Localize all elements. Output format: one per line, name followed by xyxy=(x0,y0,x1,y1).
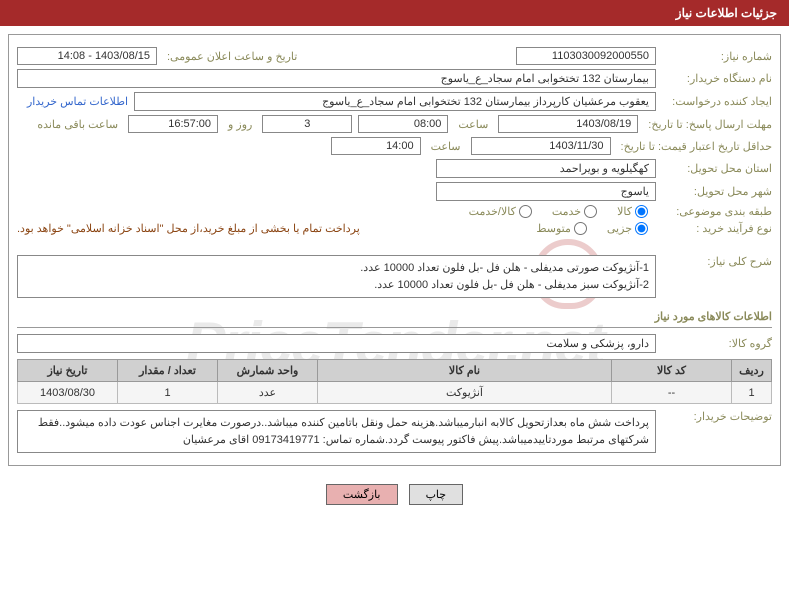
delivery-province-label: استان محل تحویل: xyxy=(662,162,772,175)
price-validity-label: حداقل تاریخ اعتبار قیمت: تا تاریخ: xyxy=(617,140,772,153)
page-header: جزئیات اطلاعات نیاز xyxy=(0,0,789,26)
row-general-desc: شرح کلی نیاز: 1-آنژیوکت صورتی مدیفلی - ه… xyxy=(17,255,772,298)
form-container: PriceTender.net شماره نیاز: 110303009200… xyxy=(8,34,781,466)
days-suffix: روز و xyxy=(224,118,256,131)
cell-qty: 1 xyxy=(118,382,218,404)
delivery-city-label: شهر محل تحویل: xyxy=(662,185,772,198)
radio-goods[interactable] xyxy=(635,205,648,218)
general-desc-value: 1-آنژیوکت صورتی مدیفلی - هلن فل -بل فلون… xyxy=(17,255,656,298)
buyer-device-label: نام دستگاه خریدار: xyxy=(662,72,772,85)
remaining-suffix: ساعت باقی مانده xyxy=(33,118,122,131)
response-deadline-label: مهلت ارسال پاسخ: تا تاریخ: xyxy=(644,118,772,131)
buyer-notes-label: توضیحات خریدار: xyxy=(662,410,772,423)
th-date: تاریخ نیاز xyxy=(18,360,118,382)
purchase-process-radio-group: جزیی متوسط xyxy=(528,222,656,235)
response-remaining-time: 16:57:00 xyxy=(128,115,218,133)
radio-minor[interactable] xyxy=(635,222,648,235)
response-time-label: ساعت xyxy=(454,118,492,131)
process-option-minor[interactable]: جزیی xyxy=(599,222,656,235)
row-delivery-province: استان محل تحویل: کهگیلویه و بویراحمد xyxy=(17,159,772,178)
table-row: 1 -- آنژیوکت عدد 1 1403/08/30 xyxy=(18,382,772,404)
back-button[interactable]: بازگشت xyxy=(326,484,398,505)
price-validity-time-label: ساعت xyxy=(427,140,465,153)
buyer-notes-value: پرداخت شش ماه بعدازتحویل کالابه انبارمیب… xyxy=(17,410,656,453)
goods-group-label: گروه کالا: xyxy=(662,337,772,350)
cell-name: آنژیوکت xyxy=(318,382,612,404)
page-title: جزئیات اطلاعات نیاز xyxy=(676,6,777,20)
category-option-service[interactable]: خدمت xyxy=(544,205,605,218)
button-row: چاپ بازگشت xyxy=(0,474,789,509)
category-option-both[interactable]: کالا/خدمت xyxy=(461,205,540,218)
response-deadline-time: 08:00 xyxy=(358,115,448,133)
buyer-device-value: بیمارستان 132 تختخوابی امام سجاد_ع_یاسوج xyxy=(17,69,656,88)
row-delivery-city: شهر محل تحویل: یاسوج xyxy=(17,182,772,201)
cell-unit: عدد xyxy=(218,382,318,404)
goods-table: ردیف کد کالا نام کالا واحد شمارش تعداد /… xyxy=(17,359,772,404)
row-category: طبقه بندی موضوعی: کالا خدمت کالا/خدمت xyxy=(17,205,772,218)
process-option-medium[interactable]: متوسط xyxy=(528,222,595,235)
request-creator-label: ایجاد کننده درخواست: xyxy=(662,95,772,108)
row-price-validity: حداقل تاریخ اعتبار قیمت: تا تاریخ: 1403/… xyxy=(17,137,772,155)
general-desc-label: شرح کلی نیاز: xyxy=(662,255,772,268)
table-header-row: ردیف کد کالا نام کالا واحد شمارش تعداد /… xyxy=(18,360,772,382)
row-buyer-notes: توضیحات خریدار: پرداخت شش ماه بعدازتحویل… xyxy=(17,410,772,453)
price-validity-time: 14:00 xyxy=(331,137,421,155)
th-unit: واحد شمارش xyxy=(218,360,318,382)
row-purchase-process: نوع فرآیند خرید : جزیی متوسط پرداخت تمام… xyxy=(17,222,772,235)
goods-section-title: اطلاعات کالاهای مورد نیاز xyxy=(17,306,772,328)
announce-datetime-label: تاریخ و ساعت اعلان عمومی: xyxy=(163,50,297,63)
request-creator-value: یعقوب مرعشیان کارپرداز بیمارستان 132 تخت… xyxy=(134,92,656,111)
buyer-contact-link[interactable]: اطلاعات تماس خریدار xyxy=(27,95,128,108)
th-code: کد کالا xyxy=(612,360,732,382)
need-number-label: شماره نیاز: xyxy=(662,50,772,63)
row-request-creator: ایجاد کننده درخواست: یعقوب مرعشیان کارپر… xyxy=(17,92,772,111)
price-validity-date: 1403/11/30 xyxy=(471,137,611,155)
cell-date: 1403/08/30 xyxy=(18,382,118,404)
category-label: طبقه بندی موضوعی: xyxy=(662,205,772,218)
row-need-number: شماره نیاز: 1103030092000550 تاریخ و ساع… xyxy=(17,47,772,65)
cell-row-num: 1 xyxy=(732,382,772,404)
response-deadline-days: 3 xyxy=(262,115,352,133)
category-option-goods[interactable]: کالا xyxy=(609,205,656,218)
need-number-value: 1103030092000550 xyxy=(516,47,656,65)
goods-group-value: دارو، پزشکی و سلامت xyxy=(17,334,656,353)
purchase-process-label: نوع فرآیند خرید : xyxy=(662,222,772,235)
print-button[interactable]: چاپ xyxy=(409,484,464,505)
radio-service[interactable] xyxy=(584,205,597,218)
cell-code: -- xyxy=(612,382,732,404)
announce-datetime-value: 1403/08/15 - 14:08 xyxy=(17,47,157,65)
row-buyer-device: نام دستگاه خریدار: بیمارستان 132 تختخواب… xyxy=(17,69,772,88)
treasury-note: پرداخت تمام یا بخشی از مبلغ خرید،از محل … xyxy=(17,222,380,235)
category-radio-group: کالا خدمت کالا/خدمت xyxy=(461,205,656,218)
response-deadline-date: 1403/08/19 xyxy=(498,115,638,133)
delivery-province-value: کهگیلویه و بویراحمد xyxy=(436,159,656,178)
radio-medium[interactable] xyxy=(574,222,587,235)
radio-both[interactable] xyxy=(519,205,532,218)
row-response-deadline: مهلت ارسال پاسخ: تا تاریخ: 1403/08/19 سا… xyxy=(17,115,772,133)
row-goods-group: گروه کالا: دارو، پزشکی و سلامت xyxy=(17,334,772,353)
th-row-num: ردیف xyxy=(732,360,772,382)
delivery-city-value: یاسوج xyxy=(436,182,656,201)
th-name: نام کالا xyxy=(318,360,612,382)
th-qty: تعداد / مقدار xyxy=(118,360,218,382)
